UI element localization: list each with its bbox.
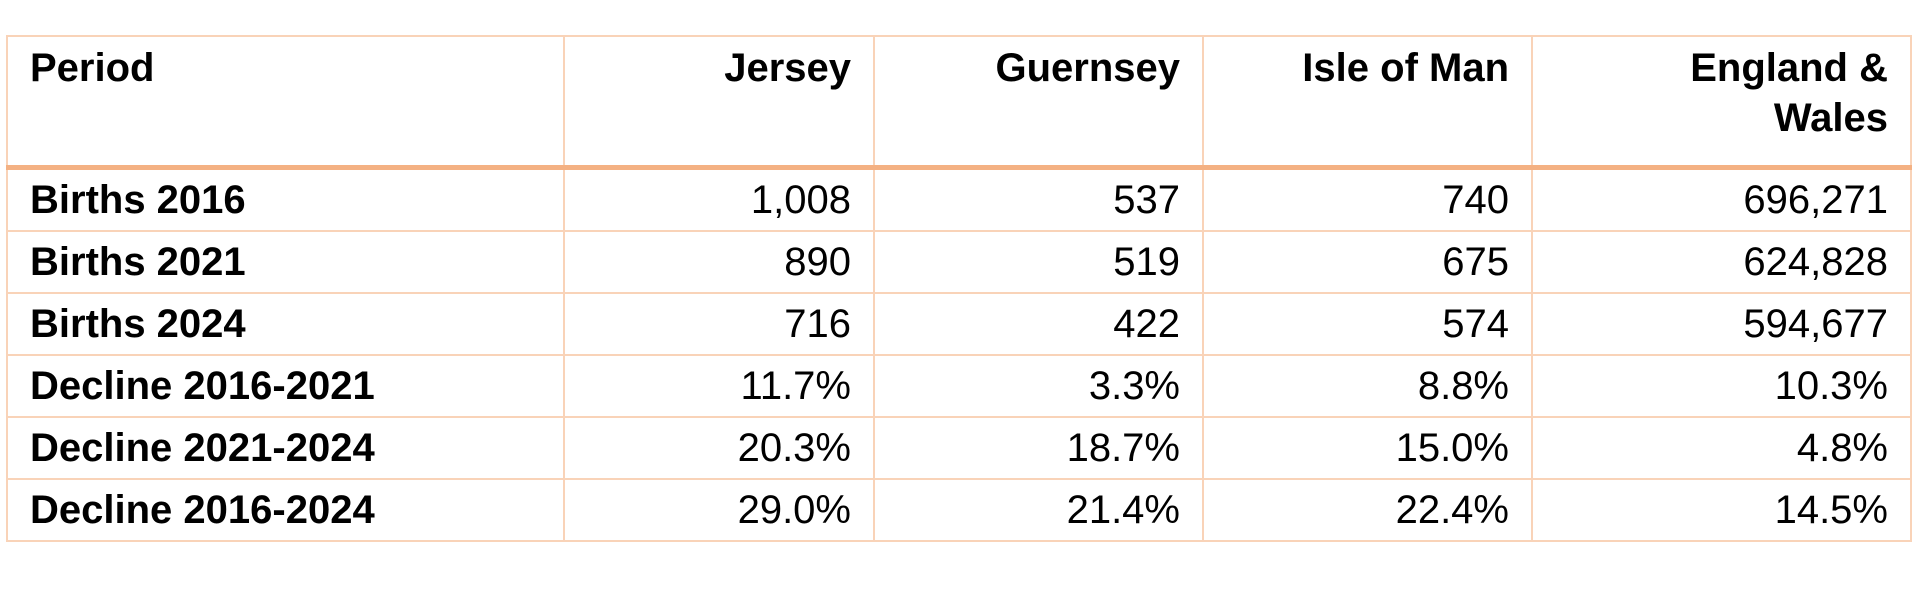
table-row: Births 2016 1,008 537 740 696,271 — [6, 166, 1912, 232]
table-cell: 519 — [873, 230, 1204, 294]
data-table: Period Jersey Guernsey Isle of Man England &… — [6, 35, 1912, 542]
header-text: Guernsey — [995, 46, 1180, 90]
header-cell: Isle of Man — [1202, 35, 1533, 170]
header-text: England & Wales — [1690, 46, 1888, 140]
table-cell: 624,828 — [1531, 230, 1912, 294]
table-row: Births 2024 716 422 574 594,677 — [6, 292, 1912, 356]
table-body: Births 2016 1,008 537 740 696,271 Births 2021… — [6, 166, 1912, 542]
header-row: Period Jersey Guernsey Isle of Man England &… — [6, 35, 1912, 170]
table-header: Period Jersey Guernsey Isle of Man England &… — [6, 35, 1912, 170]
table-cell: 675 — [1202, 230, 1533, 294]
table-cell: 1,008 — [563, 166, 875, 232]
table-cell: 574 — [1202, 292, 1533, 356]
row-label: Decline 2016-2021 — [6, 354, 565, 418]
table-cell: 594,677 — [1531, 292, 1912, 356]
row-label: Births 2021 — [6, 230, 565, 294]
table-cell: 422 — [873, 292, 1204, 356]
header-text: Isle of Man — [1302, 46, 1509, 90]
table-cell: 3.3% — [873, 354, 1204, 418]
row-label: Births 2024 — [6, 292, 565, 356]
table-cell: 696,271 — [1531, 166, 1912, 232]
header-text: Period — [30, 46, 155, 90]
header-cell: England & Wales — [1531, 35, 1912, 170]
row-label: Decline 2021-2024 — [6, 416, 565, 480]
header-text: Jersey — [724, 46, 851, 90]
table-row: Births 2021 890 519 675 624,828 — [6, 230, 1912, 294]
row-label: Decline 2016-2024 — [6, 478, 565, 542]
table-cell: 21.4% — [873, 478, 1204, 542]
table-cell: 14.5% — [1531, 478, 1912, 542]
header-cell: Period — [6, 35, 565, 170]
table-row: Decline 2016-2021 11.7% 3.3% 8.8% 10.3% — [6, 354, 1912, 418]
table-cell: 15.0% — [1202, 416, 1533, 480]
table-cell: 29.0% — [563, 478, 875, 542]
table-cell: 18.7% — [873, 416, 1204, 480]
table-cell: 537 — [873, 166, 1204, 232]
row-label: Births 2016 — [6, 166, 565, 232]
table-cell: 740 — [1202, 166, 1533, 232]
table-cell: 22.4% — [1202, 478, 1533, 542]
table-cell: 8.8% — [1202, 354, 1533, 418]
table-cell: 20.3% — [563, 416, 875, 480]
table-cell: 4.8% — [1531, 416, 1912, 480]
header-cell: Guernsey — [873, 35, 1204, 170]
header-cell: Jersey — [563, 35, 875, 170]
table-row: Decline 2016-2024 29.0% 21.4% 22.4% 14.5% — [6, 478, 1912, 542]
table-cell: 716 — [563, 292, 875, 356]
table-cell: 11.7% — [563, 354, 875, 418]
table-row: Decline 2021-2024 20.3% 18.7% 15.0% 4.8% — [6, 416, 1912, 480]
table-cell: 890 — [563, 230, 875, 294]
table-cell: 10.3% — [1531, 354, 1912, 418]
